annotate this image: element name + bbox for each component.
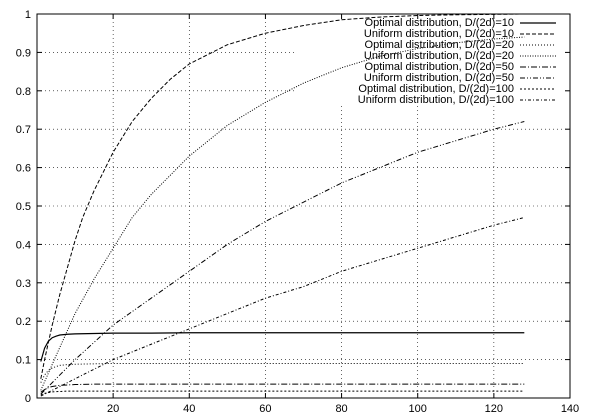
legend-label: Optimal distribution, D/(2d)=10 [365, 17, 514, 29]
x-tick-label: 20 [107, 403, 119, 415]
series-line [40, 362, 525, 383]
x-tick-label: 140 [561, 403, 579, 415]
y-tick-label: 0.1 [16, 355, 31, 367]
x-tick-label: 40 [183, 403, 195, 415]
legend-label: Optimal distribution, D/(2d)=50 [365, 61, 514, 73]
y-tick-label: 0.5 [16, 201, 31, 213]
y-tick-label: 0 [25, 393, 31, 405]
series-line [40, 383, 525, 393]
x-tick-label: 60 [259, 403, 271, 415]
y-tick-label: 0.2 [16, 316, 31, 328]
x-tick-label: 120 [485, 403, 503, 415]
series-line [40, 13, 525, 379]
y-tick-label: 1 [25, 9, 31, 21]
legend-label: Uniform distribution, D/(2d)=100 [358, 94, 514, 106]
y-tick-label: 0.9 [16, 47, 31, 59]
y-tick-label: 0.4 [16, 239, 31, 251]
y-tick-label: 0.7 [16, 124, 31, 136]
y-tick-label: 0.8 [16, 86, 31, 98]
series-line [40, 121, 525, 395]
x-tick-label: 80 [335, 403, 347, 415]
legend-label: Optimal distribution, D/(2d)=100 [358, 83, 514, 95]
y-tick-label: 0.6 [16, 163, 31, 175]
series-line [40, 390, 525, 396]
legend-label: Optimal distribution, D/(2d)=20 [365, 39, 514, 51]
x-tick-label: 100 [409, 403, 427, 415]
series-line [40, 36, 525, 391]
series-line [40, 217, 525, 397]
y-tick-label: 0.3 [16, 278, 31, 290]
series-line [40, 332, 525, 362]
legend-label: Uniform distribution, D/(2d)=20 [364, 50, 514, 62]
legend-label: Uniform distribution, D/(2d)=10 [364, 28, 514, 40]
legend-label: Uniform distribution, D/(2d)=50 [364, 72, 514, 84]
